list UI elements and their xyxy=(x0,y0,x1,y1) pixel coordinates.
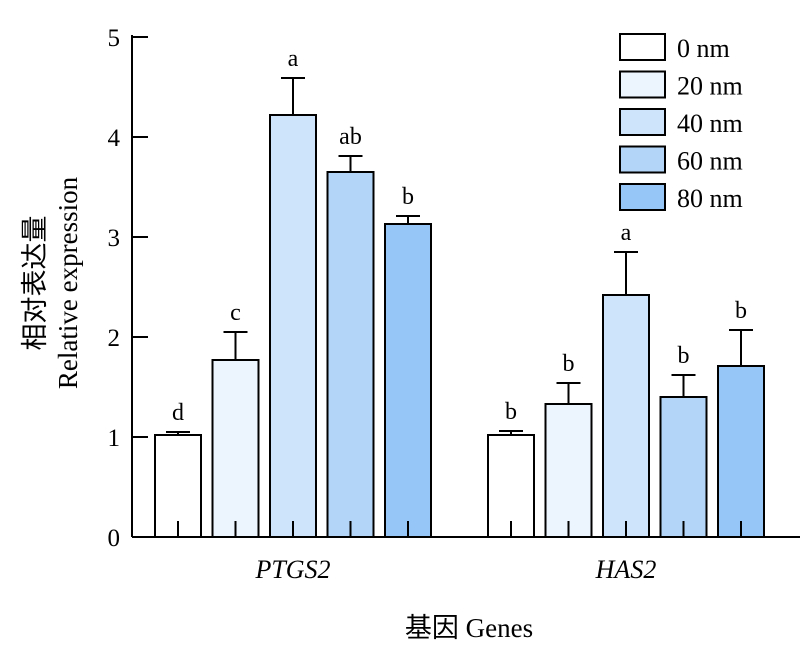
significance-label: d xyxy=(172,400,184,426)
bar xyxy=(487,434,535,538)
significance-label: c xyxy=(230,300,241,326)
bar xyxy=(326,171,375,538)
legend-label: 0 nm xyxy=(677,34,730,63)
y-tick-label: 4 xyxy=(108,125,121,152)
significance-label: ab xyxy=(339,124,362,150)
y-tick-label: 5 xyxy=(108,25,121,52)
legend-label: 60 nm xyxy=(677,147,743,176)
significance-label: b xyxy=(402,184,414,210)
x-axis-label: 基因 Genes xyxy=(405,613,533,643)
bar xyxy=(269,114,317,538)
bar xyxy=(211,359,260,538)
y-tick-label: 0 xyxy=(108,525,121,552)
bar xyxy=(717,365,765,538)
legend-label: 80 nm xyxy=(677,184,743,213)
significance-label: a xyxy=(621,220,632,246)
y-tick-label: 1 xyxy=(108,425,121,452)
bar xyxy=(544,403,593,538)
legend-swatch xyxy=(619,108,666,136)
significance-label: b xyxy=(563,351,575,377)
legend: 0 nm 20 nm 40 nm 60 nm 80 nm xyxy=(619,33,743,213)
bar xyxy=(602,294,650,538)
category-label: PTGS2 xyxy=(254,555,330,584)
y-axis-label-cn: 相对表达量 xyxy=(20,216,50,351)
significance-label: b xyxy=(505,399,517,425)
y-axis-label-en: Relative expression xyxy=(53,176,83,389)
bar xyxy=(384,223,432,538)
legend-label: 20 nm xyxy=(677,72,743,101)
category-label: HAS2 xyxy=(595,555,657,584)
bar xyxy=(659,396,708,538)
legend-label: 40 nm xyxy=(677,109,743,138)
significance-label: b xyxy=(735,298,747,324)
legend-swatch xyxy=(619,183,666,211)
y-tick-label: 2 xyxy=(108,325,121,352)
legend-swatch xyxy=(619,145,666,174)
legend-swatch xyxy=(619,33,666,61)
y-tick-label: 3 xyxy=(108,225,121,252)
significance-label: b xyxy=(678,343,690,369)
legend-swatch xyxy=(619,70,666,99)
significance-label: a xyxy=(288,46,299,72)
